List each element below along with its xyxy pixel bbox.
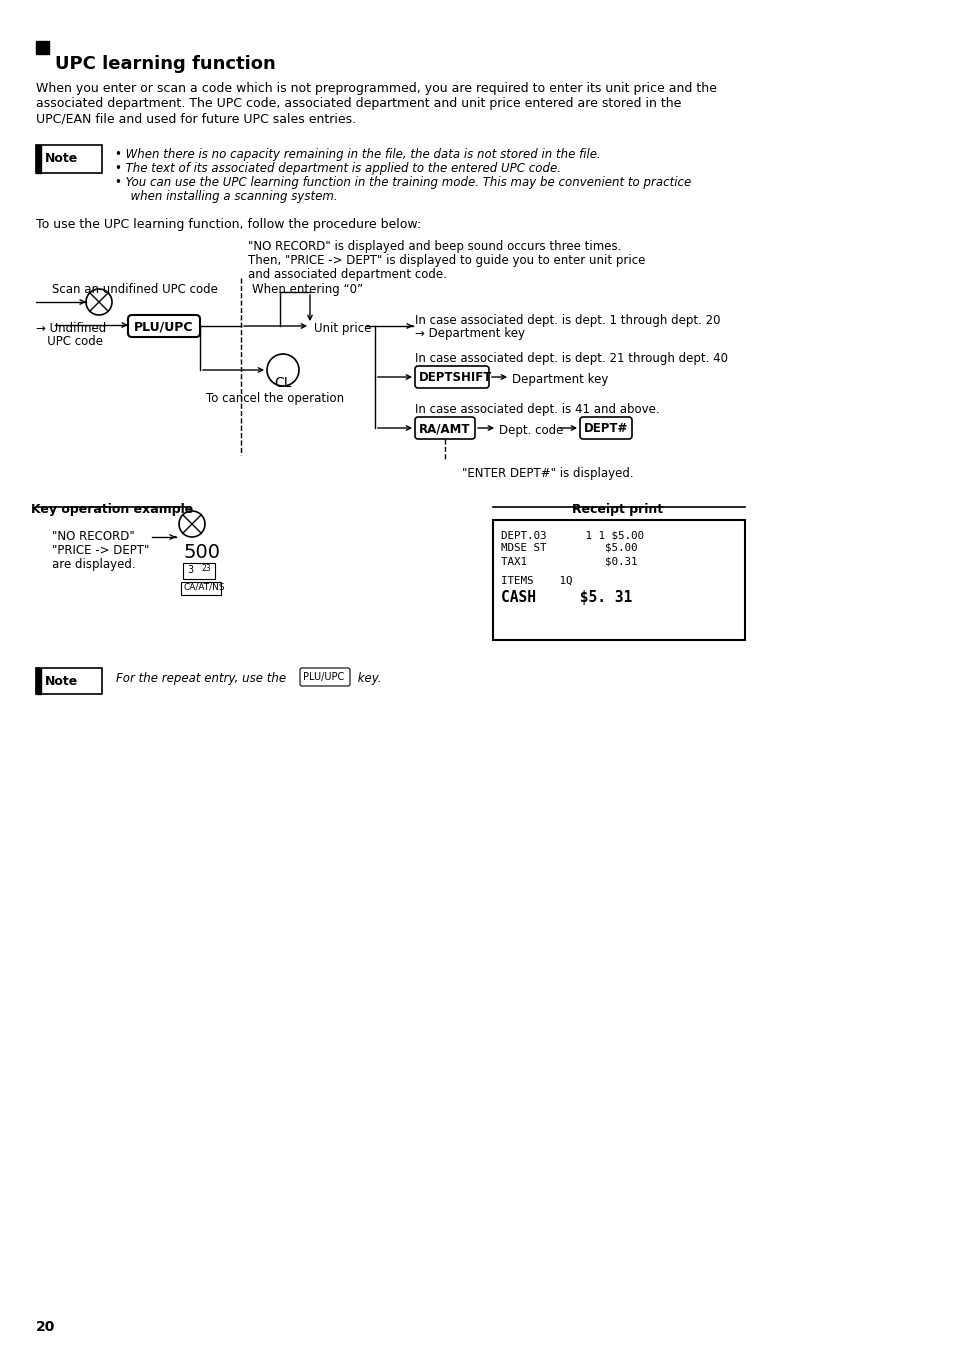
Text: DEPTSHIFT: DEPTSHIFT [418, 371, 492, 384]
FancyBboxPatch shape [128, 316, 200, 337]
Text: → Department key: → Department key [415, 326, 524, 340]
Text: Receipt print: Receipt print [572, 503, 663, 517]
Bar [181, 581, 221, 595]
Text: In case associated dept. is 41 and above.: In case associated dept. is 41 and above… [415, 403, 659, 415]
Text: 20: 20 [36, 1321, 55, 1334]
Text: when installing a scanning system.: when installing a scanning system. [123, 190, 337, 202]
Text: "NO RECORD": "NO RECORD" [52, 530, 134, 544]
Bar [36, 668, 41, 693]
Text: For the repeat entry, use the: For the repeat entry, use the [116, 672, 286, 685]
Text: TAX1            $0.31: TAX1 $0.31 [500, 556, 637, 567]
Text: MDSE ST         $5.00: MDSE ST $5.00 [500, 544, 637, 553]
FancyBboxPatch shape [415, 417, 475, 438]
Text: UPC learning function: UPC learning function [55, 55, 275, 73]
Text: PLU/UPC: PLU/UPC [133, 320, 193, 333]
Text: In case associated dept. is dept. 21 through dept. 40: In case associated dept. is dept. 21 thr… [415, 352, 727, 366]
Bar [36, 144, 41, 173]
Text: CA/AT/NS: CA/AT/NS [184, 583, 226, 592]
Text: UPC code: UPC code [36, 335, 103, 348]
FancyBboxPatch shape [299, 668, 350, 687]
Text: • When there is no capacity remaining in the file, the data is not stored in the: • When there is no capacity remaining in… [115, 148, 600, 161]
Text: Unit price: Unit price [314, 322, 371, 335]
Text: UPC/EAN file and used for future UPC sales entries.: UPC/EAN file and used for future UPC sal… [36, 112, 355, 125]
Text: "PRICE -> DEPT": "PRICE -> DEPT" [52, 544, 150, 557]
Text: When entering “0”: When entering “0” [252, 283, 363, 295]
Text: key.: key. [354, 672, 381, 685]
Text: Key operation example: Key operation example [30, 503, 193, 517]
FancyBboxPatch shape [415, 366, 489, 389]
Bar [36, 668, 102, 693]
Text: Note: Note [45, 152, 78, 165]
Text: Scan an undifined UPC code: Scan an undifined UPC code [52, 283, 217, 295]
Text: associated department. The UPC code, associated department and unit price entere: associated department. The UPC code, ass… [36, 97, 680, 111]
Text: To use the UPC learning function, follow the procedure below:: To use the UPC learning function, follow… [36, 219, 421, 231]
Text: • You can use the UPC learning function in the training mode. This may be conven: • You can use the UPC learning function … [115, 175, 691, 189]
Text: → Undifined: → Undifined [36, 322, 106, 335]
Text: Dept. code: Dept. code [498, 424, 563, 437]
Text: "ENTER DEPT#" is displayed.: "ENTER DEPT#" is displayed. [461, 467, 633, 480]
Text: are displayed.: are displayed. [52, 558, 135, 571]
Text: ITEMS    1Q: ITEMS 1Q [500, 576, 572, 585]
Text: In case associated dept. is dept. 1 through dept. 20: In case associated dept. is dept. 1 thro… [415, 314, 720, 326]
Text: Then, "PRICE -> DEPT" is displayed to guide you to enter unit price: Then, "PRICE -> DEPT" is displayed to gu… [248, 254, 644, 267]
Bar [36, 144, 102, 173]
Text: 3: 3 [187, 565, 193, 575]
Bar [493, 519, 744, 639]
Text: RA/AMT: RA/AMT [418, 422, 470, 434]
Text: Department key: Department key [512, 374, 608, 386]
Text: CL: CL [274, 376, 292, 390]
Text: Note: Note [45, 674, 78, 688]
Text: DEPT#: DEPT# [583, 422, 628, 434]
Text: DEPT.03      1 1 $5.00: DEPT.03 1 1 $5.00 [500, 530, 643, 540]
Text: 23: 23 [202, 564, 212, 573]
Text: • The text of its associated department is applied to the entered UPC code.: • The text of its associated department … [115, 162, 560, 175]
Text: When you enter or scan a code which is not preprogrammed, you are required to en: When you enter or scan a code which is n… [36, 82, 716, 94]
Bar [183, 563, 214, 579]
Text: and associated department code.: and associated department code. [248, 268, 446, 281]
Text: 500: 500 [184, 544, 221, 563]
Text: To cancel the operation: To cancel the operation [206, 393, 344, 405]
Text: CASH     $5. 31: CASH $5. 31 [500, 590, 632, 604]
Text: "NO RECORD" is displayed and beep sound occurs three times.: "NO RECORD" is displayed and beep sound … [248, 240, 620, 254]
Text: PLU/UPC: PLU/UPC [303, 672, 344, 683]
FancyBboxPatch shape [579, 417, 631, 438]
Bar [36, 40, 49, 54]
